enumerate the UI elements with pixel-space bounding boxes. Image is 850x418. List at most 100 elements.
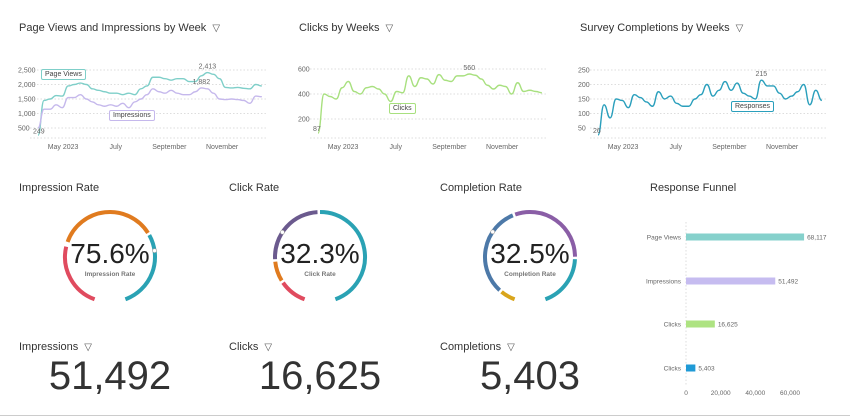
kpi-title-completions: Completions ▽ — [440, 341, 515, 353]
y-tick-label: 500 — [18, 126, 30, 133]
kpi-title-clicks: Clicks ▽ — [229, 341, 272, 353]
divider — [0, 415, 850, 416]
funnel-bar — [686, 364, 696, 372]
legend-responses: Responses — [731, 101, 775, 112]
gauge-band — [500, 290, 516, 302]
max-data-label: 215 — [756, 71, 768, 78]
gauge-label: Completion Rate — [504, 271, 556, 278]
x-tick-label: September — [152, 144, 187, 151]
funnel-x-tick: 40,000 — [745, 390, 765, 397]
x-tick-label: November — [486, 144, 519, 151]
gauge-title-impression-rate: Impression Rate — [19, 182, 100, 194]
y-tick-label: 1,000 — [18, 111, 36, 118]
y-tick-label: 600 — [298, 67, 310, 74]
filter-icon[interactable]: ▽ — [385, 23, 394, 34]
gauge-band — [514, 210, 577, 257]
funnel-x-tick: 20,000 — [711, 390, 731, 397]
title-text: Clicks — [229, 341, 259, 353]
title-text: Survey Completions by Weeks — [580, 22, 730, 34]
chart-title-clicks: Clicks by Weeks ▽ — [299, 22, 393, 34]
x-tick-label: November — [766, 144, 799, 151]
title-text: Clicks by Weeks — [299, 22, 380, 34]
x-tick-label: July — [110, 144, 123, 151]
y-tick-label: 200 — [298, 117, 310, 124]
funnel-value-label: 5,403 — [698, 366, 715, 373]
funnel-category-label: Impressions — [646, 279, 682, 286]
first-data-label: 249 — [33, 128, 45, 135]
funnel-category-label: Clicks — [664, 366, 682, 373]
filter-icon[interactable]: ▽ — [264, 342, 273, 353]
gauge-value: 32.3% — [280, 238, 360, 269]
gauge-value: 32.5% — [490, 238, 570, 269]
y-tick-label: 400 — [298, 92, 310, 99]
legend-clicks: Clicks — [389, 103, 416, 114]
x-tick-label: July — [390, 144, 403, 151]
kpi-value-impressions: 51,492 — [48, 354, 172, 398]
funnel-value-label: 51,492 — [778, 279, 798, 286]
gauge-band — [483, 213, 514, 292]
gauge-band — [544, 259, 577, 302]
filter-icon[interactable]: ▽ — [212, 23, 221, 34]
gauge-band — [281, 281, 306, 302]
max-data-label: 2,413 — [199, 64, 217, 71]
first-data-label: 87 — [313, 126, 321, 133]
gauge-band — [63, 246, 96, 302]
x-tick-label: September — [712, 144, 747, 151]
y-tick-label: 2,000 — [18, 82, 36, 89]
kpi-title-impressions: Impressions ▽ — [19, 341, 92, 353]
funnel-value-label: 68,117 — [807, 235, 827, 242]
y-tick-label: 250 — [578, 68, 590, 75]
gauge-band — [273, 261, 284, 282]
funnel-title: Response Funnel — [650, 182, 737, 194]
kpi-value-completions: 5,403 — [479, 354, 581, 398]
gauge-marker — [280, 229, 285, 235]
x-tick-label: September — [432, 144, 467, 151]
max-data-label: 1,882 — [193, 79, 211, 86]
gauge-value: 75.6% — [70, 238, 150, 269]
gauge-band — [65, 210, 150, 243]
gauge-band — [273, 210, 318, 260]
chart-title-page-views: Page Views and Impressions by Week ▽ — [19, 22, 220, 34]
gauge-marker — [490, 229, 495, 235]
kpi-value-clicks: 16,625 — [258, 354, 382, 398]
gauge-band — [319, 210, 367, 302]
y-tick-label: 200 — [578, 82, 590, 89]
gauge-band — [124, 234, 157, 302]
x-tick-label: November — [206, 144, 239, 151]
series-line-clicks — [317, 73, 542, 134]
gauge-label: Impression Rate — [84, 271, 136, 278]
funnel-x-tick: 0 — [684, 390, 688, 397]
x-tick-label: May 2023 — [608, 144, 639, 151]
gauge-label: Click Rate — [304, 271, 336, 278]
title-text: Completions — [440, 341, 502, 353]
x-tick-label: May 2023 — [328, 144, 359, 151]
gauge-title-click-rate: Click Rate — [229, 182, 280, 194]
x-tick-label: July — [670, 144, 683, 151]
funnel-bar — [686, 320, 715, 328]
funnel-category-label: Page Views — [647, 235, 682, 242]
gauge-title-completion-rate: Completion Rate — [440, 182, 522, 194]
title-text: Impressions — [19, 341, 79, 353]
max-data-label: 560 — [463, 65, 475, 72]
funnel-bar — [686, 233, 805, 241]
filter-icon[interactable]: ▽ — [735, 23, 744, 34]
funnel-value-label: 16,625 — [718, 322, 738, 329]
y-tick-label: 100 — [578, 111, 590, 118]
filter-icon[interactable]: ▽ — [84, 342, 92, 353]
funnel-category-label: Clicks — [664, 322, 682, 329]
legend-impressions: Impressions — [109, 110, 155, 121]
funnel-x-tick: 60,000 — [780, 390, 800, 397]
gauge-marker — [152, 248, 157, 253]
y-tick-label: 1,500 — [18, 97, 36, 104]
title-text: Page Views and Impressions by Week — [19, 22, 207, 34]
series-line-responses — [597, 79, 823, 136]
chart-title-survey: Survey Completions by Weeks ▽ — [580, 22, 743, 34]
y-tick-label: 150 — [578, 97, 590, 104]
filter-icon[interactable]: ▽ — [507, 342, 515, 353]
y-tick-label: 2,500 — [18, 68, 36, 75]
legend-page-views: Page Views — [41, 69, 86, 80]
series-line-impressions — [37, 87, 262, 129]
funnel-bar — [686, 277, 776, 285]
y-tick-label: 50 — [578, 126, 586, 133]
